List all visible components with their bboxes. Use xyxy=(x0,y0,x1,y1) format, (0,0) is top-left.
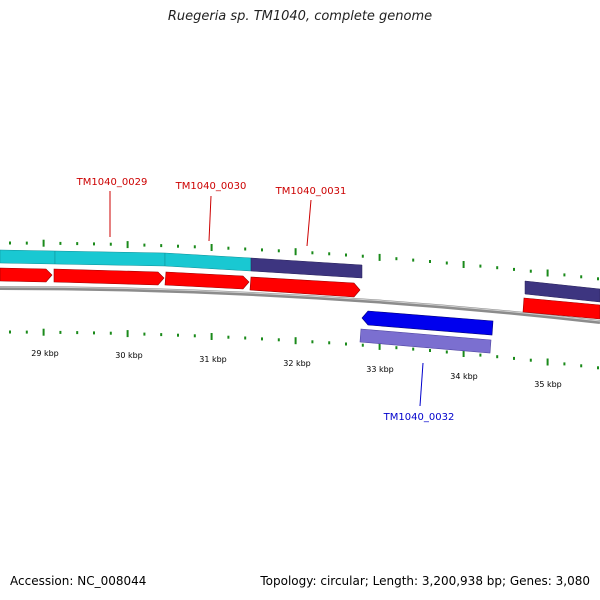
cds-arrow-forward-2[interactable] xyxy=(53,268,165,286)
genome-backbone-highlight xyxy=(0,286,600,322)
gene-bar-0032-lavender[interactable] xyxy=(359,328,492,354)
gene-bar-0030-cyan[interactable] xyxy=(164,252,252,272)
scale-label-30: 30 kbp xyxy=(115,351,143,360)
cds-arrow-forward-1[interactable] xyxy=(0,267,53,283)
gene-label-0031[interactable]: TM1040_0031 xyxy=(275,186,347,197)
scale-label-35: 35 kbp xyxy=(534,380,562,389)
scale-label-29: 29 kbp xyxy=(31,349,59,358)
callout-line-0031 xyxy=(306,199,312,247)
cds-arrow-reverse-0032[interactable] xyxy=(361,310,494,336)
genome-title: Ruegeria sp. TM1040, complete genome xyxy=(167,9,433,24)
gene-bar-0029-cyan[interactable] xyxy=(0,249,56,265)
gene-label-0032[interactable]: TM1040_0032 xyxy=(383,412,455,423)
gene-bar-0031-navy[interactable] xyxy=(250,257,363,279)
inner-tick-track xyxy=(9,328,599,370)
gene-bar-right-navy[interactable] xyxy=(524,280,600,303)
cds-arrow-forward-3[interactable] xyxy=(164,271,250,290)
cds-arrow-forward-4[interactable] xyxy=(249,276,361,298)
genome-backbone xyxy=(0,286,600,324)
accession-text: Accession: NC_008044 xyxy=(10,574,147,588)
scale-label-33: 33 kbp xyxy=(366,365,394,374)
scale-label-32: 32 kbp xyxy=(283,359,311,368)
outer-tick-track xyxy=(9,239,599,281)
gene-bar-0029b-cyan[interactable] xyxy=(54,250,166,267)
callout-line-0030 xyxy=(208,195,212,242)
gene-label-0030[interactable]: TM1040_0030 xyxy=(175,181,247,192)
scale-label-34: 34 kbp xyxy=(450,372,478,381)
genome-summary-text: Topology: circular; Length: 3,200,938 bp… xyxy=(260,574,590,588)
cds-arrow-forward-5[interactable] xyxy=(522,297,600,320)
gene-label-0029[interactable]: TM1040_0029 xyxy=(76,177,148,188)
callout-line-0032 xyxy=(419,362,424,407)
scale-label-31: 31 kbp xyxy=(199,355,227,364)
